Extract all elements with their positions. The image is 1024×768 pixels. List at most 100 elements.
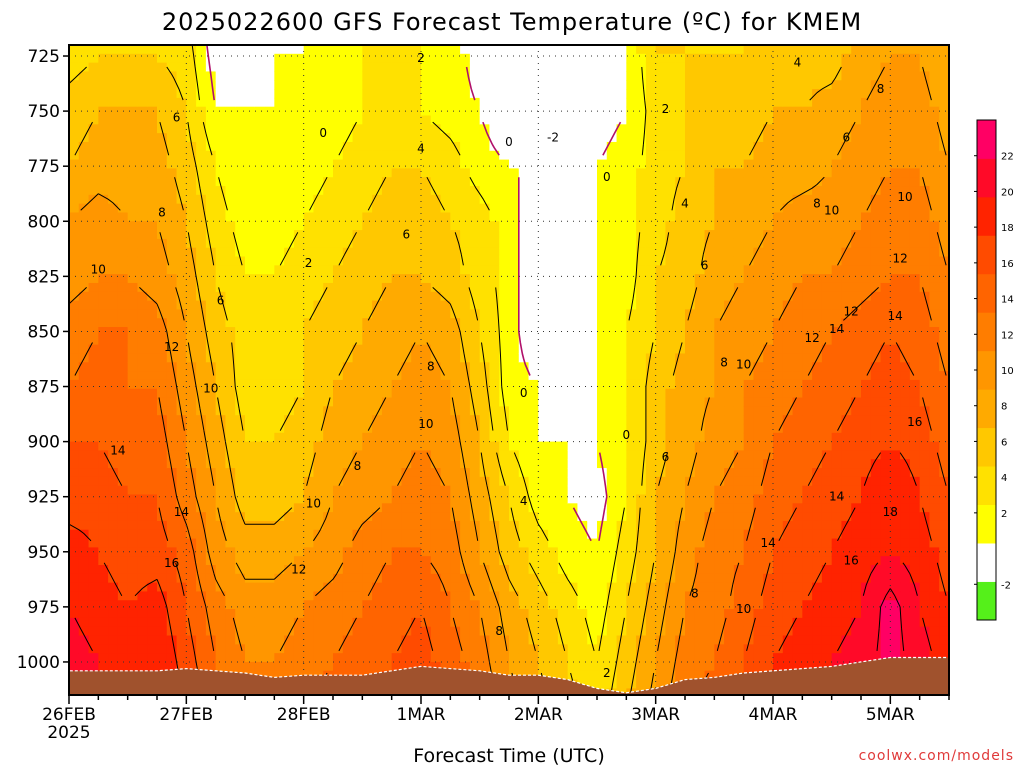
temperature-cell bbox=[616, 565, 627, 575]
temperature-cell bbox=[381, 556, 393, 566]
temperature-cell bbox=[587, 256, 598, 266]
temperature-cell bbox=[401, 512, 412, 522]
temperature-cell bbox=[685, 644, 696, 654]
temperature-cell bbox=[225, 89, 236, 99]
temperature-cell bbox=[557, 609, 569, 619]
temperature-cell bbox=[157, 256, 168, 266]
temperature-cell bbox=[538, 62, 549, 73]
temperature-cell bbox=[636, 670, 647, 681]
temperature-cell bbox=[421, 362, 432, 372]
temperature-cell bbox=[88, 644, 99, 654]
temperature-cell bbox=[597, 468, 608, 478]
temperature-cell bbox=[626, 556, 637, 566]
temperature-cell bbox=[636, 617, 647, 628]
temperature-cell bbox=[489, 653, 500, 663]
temperature-cell bbox=[108, 159, 119, 169]
temperature-cell bbox=[685, 485, 696, 496]
temperature-cell bbox=[147, 106, 158, 117]
temperature-cell bbox=[401, 476, 412, 487]
temperature-cell bbox=[411, 573, 422, 584]
temperature-cell bbox=[509, 600, 520, 610]
temperature-cell bbox=[137, 291, 148, 302]
temperature-cell bbox=[411, 485, 422, 496]
temperature-cell bbox=[430, 80, 442, 90]
temperature-cell bbox=[137, 177, 148, 187]
temperature-cell bbox=[362, 186, 373, 196]
temperature-cell bbox=[645, 600, 657, 610]
temperature-cell bbox=[342, 124, 354, 134]
temperature-cell bbox=[284, 133, 295, 143]
temperature-cell bbox=[489, 309, 500, 319]
temperature-cell bbox=[254, 617, 266, 628]
temperature-cell bbox=[381, 609, 393, 619]
temperature-cell bbox=[421, 309, 432, 319]
temperature-cell bbox=[78, 397, 90, 407]
temperature-cell bbox=[303, 512, 315, 522]
temperature-cell bbox=[421, 177, 432, 187]
temperature-cell bbox=[450, 256, 461, 266]
temperature-cell bbox=[440, 644, 451, 654]
temperature-cell bbox=[98, 379, 109, 390]
temperature-cell bbox=[597, 494, 608, 504]
temperature-cell bbox=[567, 494, 579, 504]
temperature-cell bbox=[166, 62, 178, 73]
temperature-cell bbox=[245, 582, 256, 593]
temperature-cell bbox=[567, 609, 579, 619]
temperature-cell bbox=[176, 256, 187, 266]
temperature-cell bbox=[587, 344, 598, 355]
temperature-cell bbox=[78, 53, 90, 64]
temperature-cell bbox=[274, 661, 285, 672]
temperature-cell bbox=[538, 432, 549, 443]
temperature-cell bbox=[567, 186, 579, 196]
temperature-cell bbox=[293, 282, 305, 293]
temperature-cell bbox=[460, 177, 471, 187]
temperature-cell bbox=[626, 423, 637, 434]
temperature-cell bbox=[450, 318, 461, 328]
temperature-cell bbox=[411, 441, 422, 452]
temperature-cell bbox=[645, 186, 657, 196]
temperature-cell bbox=[469, 282, 481, 293]
temperature-cell bbox=[342, 300, 354, 310]
temperature-cell bbox=[147, 450, 158, 460]
temperature-cell bbox=[117, 644, 129, 654]
temperature-cell bbox=[597, 327, 608, 337]
temperature-cell bbox=[166, 556, 178, 566]
temperature-cell bbox=[323, 635, 334, 645]
temperature-cell bbox=[557, 635, 569, 645]
temperature-cell bbox=[460, 344, 471, 355]
temperature-cell bbox=[196, 371, 207, 381]
temperature-cell bbox=[342, 635, 354, 645]
temperature-cell bbox=[166, 494, 178, 504]
temperature-cell bbox=[587, 644, 598, 654]
temperature-cell bbox=[342, 485, 354, 496]
temperature-cell bbox=[440, 62, 451, 73]
temperature-cell bbox=[372, 186, 383, 196]
temperature-cell bbox=[137, 97, 148, 108]
temperature-cell bbox=[254, 318, 266, 328]
temperature-cell bbox=[293, 661, 305, 672]
temperature-cell bbox=[362, 423, 373, 434]
temperature-cell bbox=[460, 230, 471, 240]
temperature-cell bbox=[528, 644, 539, 654]
temperature-cell bbox=[479, 71, 491, 81]
temperature-cell bbox=[186, 256, 197, 266]
temperature-cell bbox=[489, 168, 500, 178]
temperature-cell bbox=[127, 441, 139, 452]
temperature-cell bbox=[88, 150, 99, 161]
temperature-cell bbox=[528, 591, 539, 601]
temperature-cell bbox=[548, 388, 559, 399]
temperature-cell bbox=[225, 432, 236, 443]
temperature-cell bbox=[499, 124, 510, 134]
temperature-cell bbox=[352, 168, 363, 178]
temperature-cell bbox=[117, 194, 129, 205]
temperature-cell bbox=[323, 644, 334, 654]
temperature-cell bbox=[460, 274, 471, 284]
temperature-cell bbox=[372, 503, 383, 513]
temperature-cell bbox=[538, 300, 549, 310]
temperature-cell bbox=[166, 335, 178, 346]
temperature-cell bbox=[724, 124, 735, 134]
temperature-cell bbox=[460, 459, 471, 469]
temperature-cell bbox=[391, 265, 403, 275]
temperature-cell bbox=[323, 45, 334, 55]
temperature-cell bbox=[460, 265, 471, 275]
